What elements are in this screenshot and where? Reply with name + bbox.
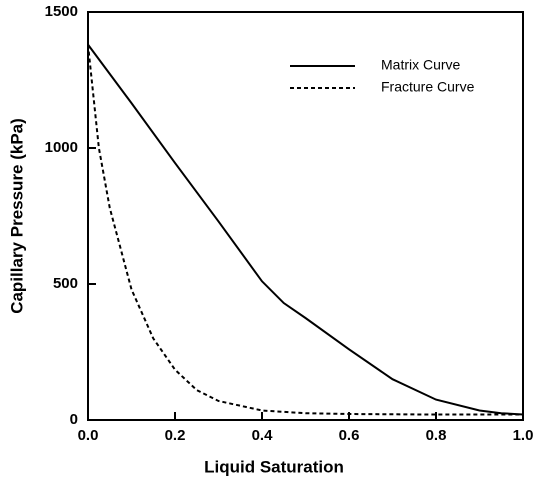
legend-label: Fracture Curve [381,79,475,95]
y-axis-label: Capillary Pressure (kPa) [7,118,26,314]
x-axis-label: Liquid Saturation [204,457,344,476]
x-tick-label: 0.8 [426,427,447,444]
y-tick-label: 0 [70,411,78,428]
series-line [87,44,523,416]
x-tick-label: 0.6 [339,427,360,444]
plot-frame [87,11,524,421]
y-tick-label: 1500 [45,3,78,20]
x-tick-label: 0.2 [165,427,186,444]
y-tick-label: 1000 [45,139,78,156]
legend-label: Matrix Curve [381,57,461,73]
y-tick-label: 500 [53,275,78,292]
x-tick-label: 0.4 [252,427,274,444]
x-tick-label: 1.0 [513,427,534,444]
x-tick-label: 0.0 [78,427,99,444]
series-line [87,44,524,416]
